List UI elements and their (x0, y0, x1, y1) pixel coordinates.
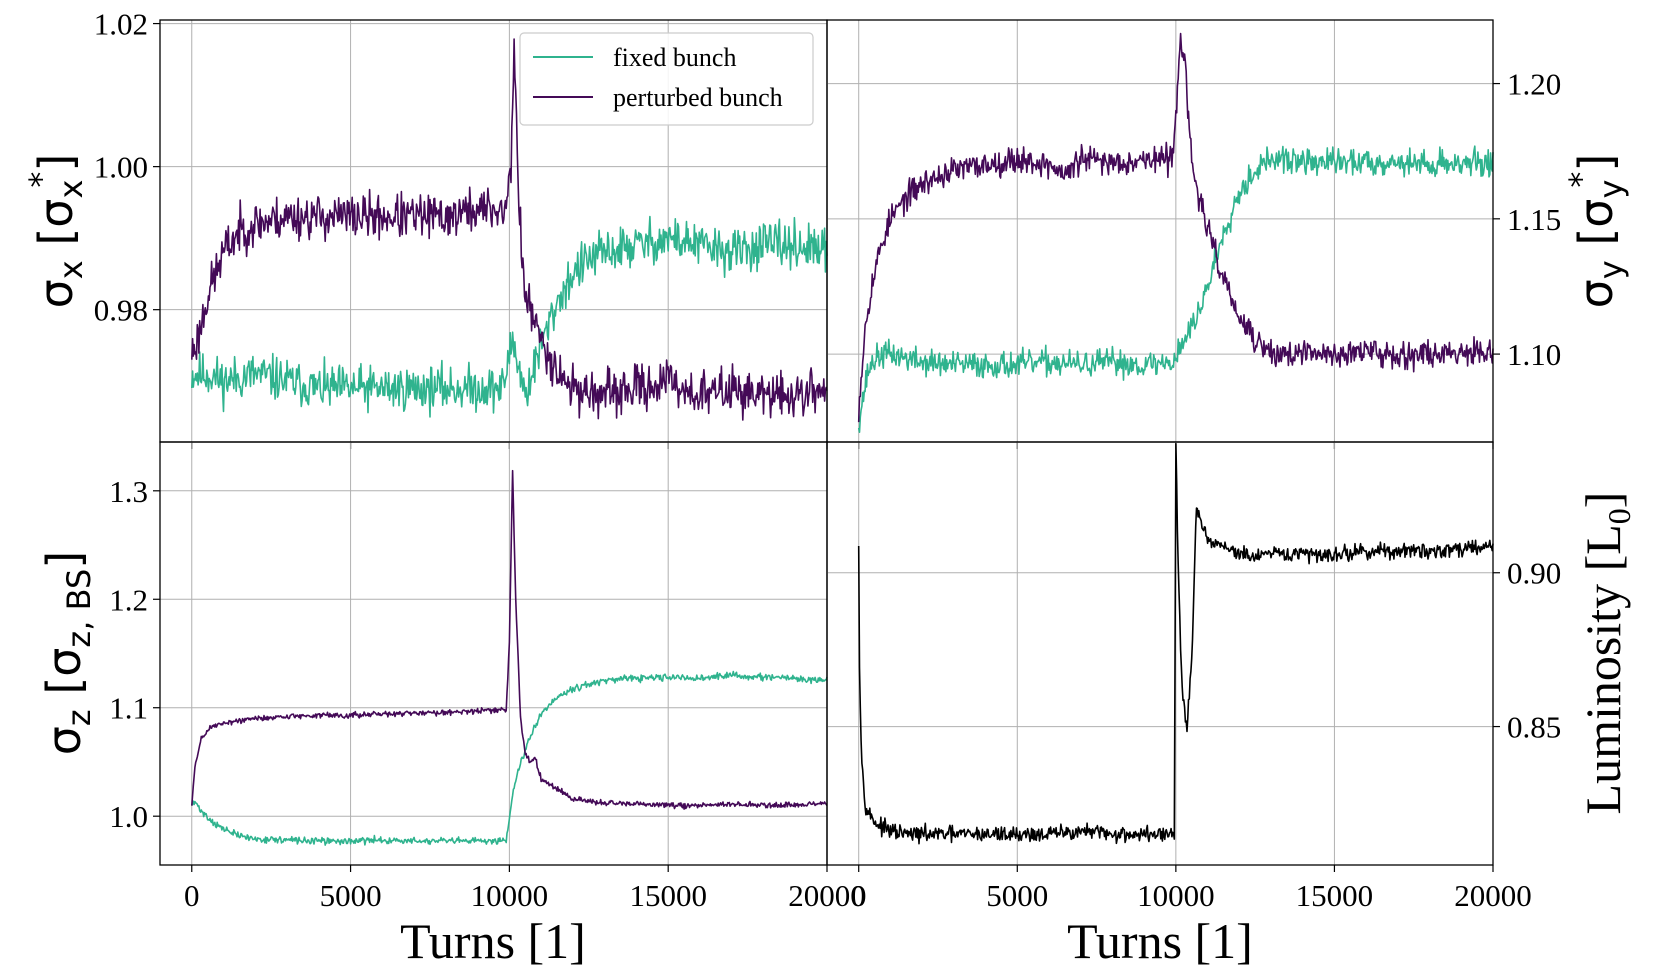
panel-sigma-y: 1.10 1.15 1.20 (826, 19, 1561, 449)
y-tick-label: 0.90 (1507, 556, 1561, 591)
x-tick-label: 10000 (471, 878, 549, 913)
y-tick-label: 1.2 (109, 582, 148, 617)
series-line-luminosity (857, 442, 1494, 845)
series-line-fixed (191, 670, 828, 846)
x-tick-label: 0 (184, 878, 200, 913)
legend-box (519, 32, 814, 126)
series-line-fixed (191, 215, 828, 418)
ylabel-luminosity: Luminosity [L0] (1575, 492, 1637, 815)
series-line-fixed (857, 145, 1494, 433)
ylabel-sigma-z: σz [σz, BS] (37, 551, 98, 755)
ylabel-sigma-y: σy [σy*] (1562, 154, 1630, 309)
series-line-perturbed (191, 38, 828, 421)
x-tick-label: 15000 (629, 878, 707, 913)
y-tick-label: 1.02 (94, 7, 148, 42)
xlabel-left: Turns [1] (400, 913, 586, 969)
xlabel-right: Turns [1] (1067, 913, 1253, 969)
y-tick-label: 1.15 (1507, 202, 1561, 237)
y-tick-label: 1.0 (109, 799, 148, 834)
y-tick-label: 1.1 (109, 691, 148, 726)
x-tick-label: 15000 (1296, 878, 1374, 913)
x-tick-label: 0 (851, 878, 867, 913)
panel-luminosity: 0 5000 10000 15000 20000 0.85 0.90 (826, 441, 1561, 913)
y-tick-label: 0.98 (94, 293, 148, 328)
series-line-perturbed (857, 32, 1494, 423)
y-tick-label: 1.20 (1507, 67, 1561, 102)
y-tick-label: 1.00 (94, 150, 148, 185)
legend-fixed-label: fixed bunch (613, 43, 736, 72)
panel-sigma-z-frame (159, 441, 828, 866)
y-tick-label: 0.85 (1507, 710, 1561, 745)
legend: fixed bunch perturbed bunch (519, 32, 814, 126)
y-tick-label: 1.3 (109, 474, 148, 509)
series-line-perturbed (191, 469, 828, 810)
x-tick-label: 20000 (1454, 878, 1532, 913)
y-tick-label: 1.10 (1507, 337, 1561, 372)
ylabel-sigma-x: σx [σx*] (22, 154, 90, 309)
panel-sigma-z: 0 5000 10000 15000 20000 1.0 1.1 1.2 1.3 (109, 441, 866, 913)
legend-perturbed-label: perturbed bunch (613, 83, 783, 112)
x-tick-label: 20000 (788, 878, 866, 913)
x-tick-label: 5000 (320, 878, 382, 913)
x-tick-label: 10000 (1137, 878, 1215, 913)
panel-luminosity-frame (826, 441, 1494, 866)
x-tick-label: 5000 (986, 878, 1048, 913)
